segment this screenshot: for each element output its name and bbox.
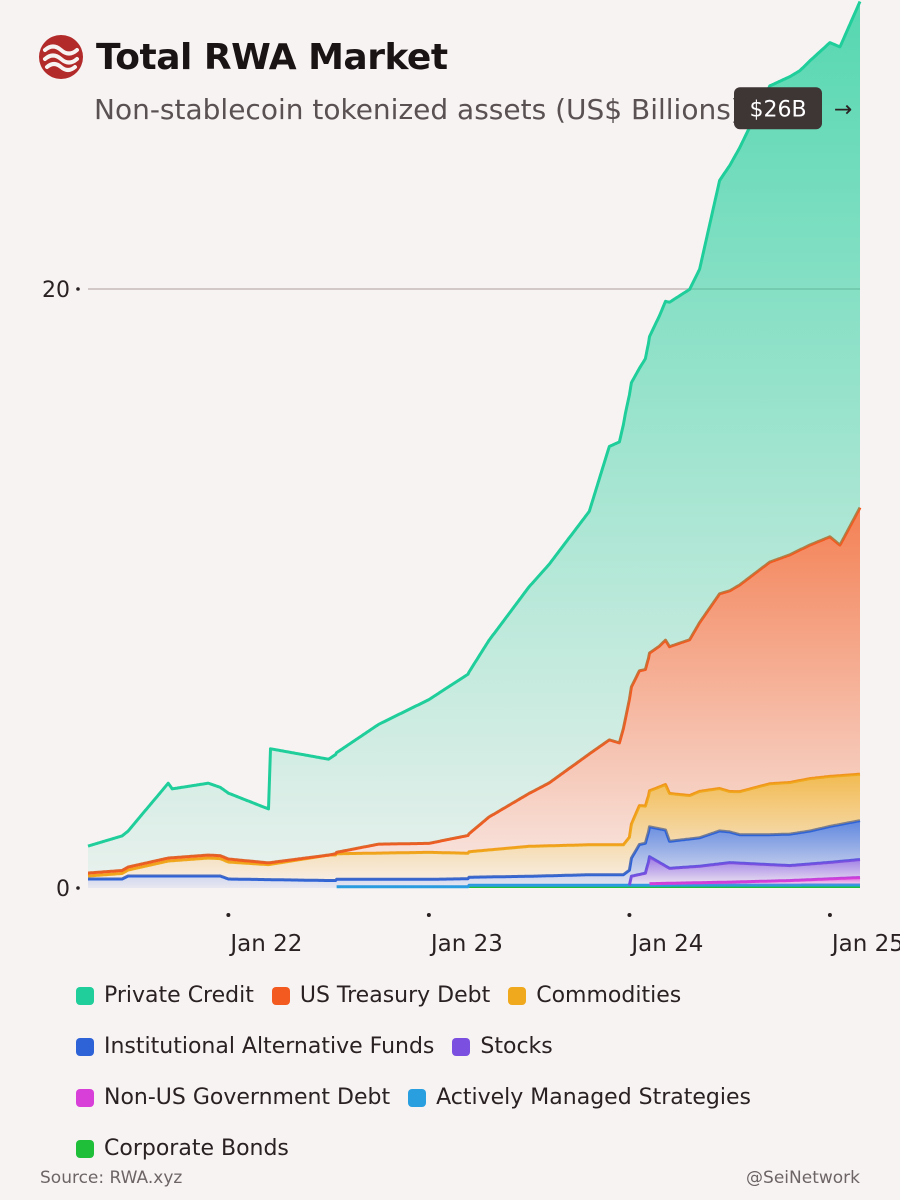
area-stocks (629, 856, 860, 886)
chart-legend: Private Credit US Treasury Debt Commoditie… (76, 982, 876, 1162)
legend-swatch (408, 1088, 427, 1107)
legend-label: Non-US Government Debt (104, 1085, 391, 1110)
legend-item-private-credit: Private Credit (76, 982, 254, 1009)
chart-subtitle: Non-stablecoin tokenized assets (US$ Bil… (94, 93, 742, 126)
rwa-area-chart: 0 20 Jan 22 Jan 23 Jan 24 Jan 25 $26B → (42, 0, 900, 957)
legend-label: Institutional Alternative Funds (104, 1034, 435, 1059)
y-tick-label: 0 (56, 877, 70, 902)
line-private-credit (87, 0, 862, 848)
legend-label: US Treasury Debt (299, 983, 491, 1008)
title-row: Total RWA Market (38, 34, 448, 80)
legend-swatch (271, 986, 290, 1005)
x-tick-dot (426, 913, 431, 917)
legend-item-corporate-bonds: Corporate Bonds (76, 1135, 289, 1162)
legend-swatch (452, 1037, 471, 1056)
chart-title: Total RWA Market (96, 36, 448, 78)
area-us-treasury-debt (88, 507, 860, 876)
y-tick-dot (76, 886, 80, 890)
total-value-badge: $26B → (734, 87, 852, 130)
x-tick-label: Jan 22 (228, 931, 302, 957)
badge-label: $26B (749, 97, 806, 122)
x-tick-dot (827, 913, 832, 917)
legend-item-commodities: Commodities (508, 982, 681, 1009)
area-commodities (88, 774, 860, 881)
x-tick-dot (226, 913, 231, 917)
legend-swatch (76, 1139, 94, 1158)
chart-header: Total RWA Market (38, 34, 448, 80)
badge-background (734, 87, 822, 130)
legend-label: Commodities (536, 983, 682, 1008)
legend-label: Private Credit (104, 983, 254, 1008)
legend-swatch (76, 986, 94, 1005)
legend-swatch (76, 1088, 94, 1107)
x-tick-label: Jan 23 (429, 931, 503, 957)
legend-item-non-us-government-debt: Non-US Government Debt (76, 1084, 390, 1111)
x-tick-label: Jan 24 (629, 931, 703, 957)
y-tick-dot (76, 287, 80, 291)
y-tick-label: 20 (42, 278, 70, 303)
legend-item-institutional-alternative-funds: Institutional Alternative Funds (76, 1033, 434, 1060)
legend-label: Corporate Bonds (104, 1136, 289, 1161)
source-note: Source: RWA.xyz (40, 1168, 183, 1188)
legend-swatch (508, 986, 527, 1005)
x-tick-label: Jan 25 (830, 931, 900, 957)
sei-logo-icon (39, 35, 83, 79)
legend-label: Actively Managed Strategies (436, 1085, 751, 1110)
legend-swatch (76, 1037, 94, 1056)
x-tick-dot (627, 913, 632, 917)
legend-label: Stocks (480, 1034, 553, 1059)
social-handle: @SeiNetwork (746, 1168, 860, 1188)
arrow-right-icon: → (834, 97, 852, 122)
legend-item-stocks: Stocks (452, 1033, 553, 1060)
legend-item-us-treasury-debt: US Treasury Debt (271, 982, 491, 1009)
legend-item-actively-managed-strategies: Actively Managed Strategies (408, 1084, 751, 1111)
